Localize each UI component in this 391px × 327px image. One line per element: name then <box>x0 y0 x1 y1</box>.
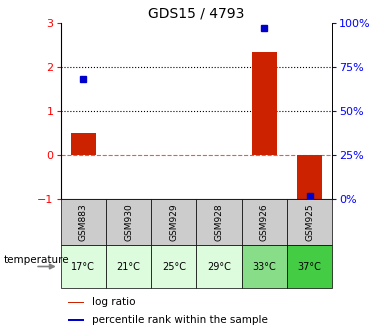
Bar <box>61 245 106 288</box>
Bar <box>68 301 84 303</box>
Bar <box>71 133 96 155</box>
Bar <box>61 199 106 245</box>
Bar <box>106 199 151 245</box>
Text: percentile rank within the sample: percentile rank within the sample <box>92 315 268 325</box>
Text: GSM928: GSM928 <box>215 203 224 241</box>
Text: 17°C: 17°C <box>71 262 95 271</box>
Bar <box>287 199 332 245</box>
Bar <box>252 52 277 155</box>
Text: GSM883: GSM883 <box>79 203 88 241</box>
Bar <box>151 199 197 245</box>
Text: 25°C: 25°C <box>162 262 186 271</box>
Text: GSM925: GSM925 <box>305 203 314 241</box>
Text: 33°C: 33°C <box>253 262 276 271</box>
Text: 29°C: 29°C <box>207 262 231 271</box>
Bar <box>106 245 151 288</box>
Text: 21°C: 21°C <box>117 262 140 271</box>
Bar <box>297 155 322 199</box>
Text: 37°C: 37°C <box>298 262 322 271</box>
Bar <box>68 319 84 321</box>
Bar <box>287 245 332 288</box>
Bar <box>242 199 287 245</box>
Bar <box>196 199 242 245</box>
Text: GSM929: GSM929 <box>169 203 178 241</box>
Text: temperature: temperature <box>4 255 70 265</box>
Text: GSM930: GSM930 <box>124 203 133 241</box>
Text: GSM926: GSM926 <box>260 203 269 241</box>
Text: log ratio: log ratio <box>92 297 136 307</box>
Bar <box>242 245 287 288</box>
Bar <box>196 245 242 288</box>
Title: GDS15 / 4793: GDS15 / 4793 <box>148 6 245 20</box>
Bar <box>151 245 197 288</box>
